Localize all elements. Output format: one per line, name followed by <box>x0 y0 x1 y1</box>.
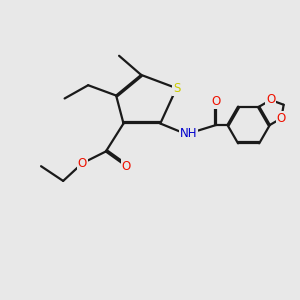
Text: O: O <box>266 94 275 106</box>
Text: O: O <box>277 112 286 125</box>
Text: O: O <box>78 157 87 170</box>
Text: NH: NH <box>179 127 197 140</box>
Text: S: S <box>173 82 180 95</box>
Text: O: O <box>122 160 131 173</box>
Text: O: O <box>212 95 221 108</box>
